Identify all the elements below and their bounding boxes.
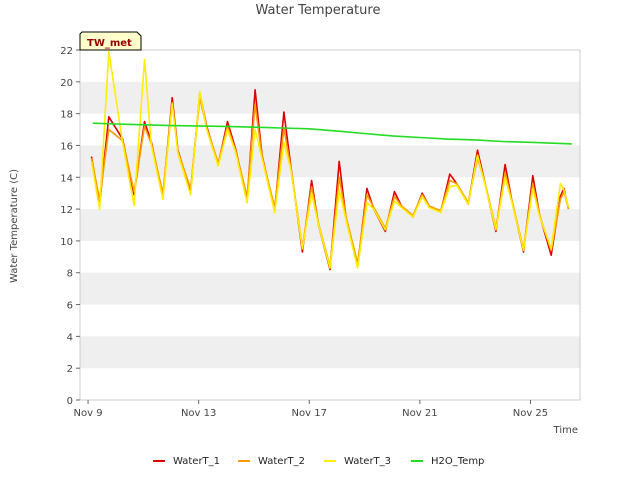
grid-band	[80, 81, 580, 114]
site-tag-box	[79, 31, 142, 51]
y-tick-label: 22	[60, 46, 73, 57]
legend-label-watert-1: WaterT_1	[173, 456, 220, 467]
y-tick-label: 0	[67, 396, 73, 407]
legend-label-watert-3: WaterT_3	[344, 456, 391, 467]
y-axis-label: Water Temperature (C)	[9, 169, 20, 283]
site-tag: TW_met	[79, 31, 142, 51]
y-tick-label: 18	[60, 110, 73, 121]
legend-label-h2o-temp: H2O_Temp	[431, 456, 484, 467]
legend: WaterT_1 WaterT_2 WaterT_3 H2O_Temp	[153, 456, 484, 467]
plot-frame	[79, 49, 581, 401]
y-tick-label: 14	[60, 173, 73, 184]
y-tick-label: 2	[67, 364, 73, 375]
site-tag-label: TW_met	[87, 38, 132, 49]
legend-label-watert-2: WaterT_2	[258, 456, 305, 467]
series-line-watert-3	[90, 50, 570, 269]
grid-band	[80, 209, 580, 241]
x-axis: Nov 9 Nov 13 Nov 17 Nov 21 Nov 25	[74, 400, 548, 419]
series-line-h2o-temp	[92, 122, 572, 145]
grid-band	[80, 272, 580, 305]
x-tick-label: Nov 13	[181, 408, 216, 419]
grid-band	[80, 145, 580, 178]
grid-band	[80, 336, 580, 369]
y-tick-label: 20	[60, 78, 73, 89]
y-tick-label: 6	[67, 301, 73, 312]
series-lines	[90, 50, 572, 271]
chart-title: Water Temperature	[256, 3, 381, 18]
y-tick-label: 10	[60, 237, 73, 248]
plot-background	[80, 50, 580, 400]
x-tick-label: Nov 9	[74, 408, 103, 419]
y-tick-label: 16	[60, 141, 73, 152]
x-tick-label: Nov 21	[402, 408, 437, 419]
x-axis-label: Time	[553, 425, 578, 436]
y-axis: 0 2 4 6 8 10 12 14 16 18 20 22	[60, 46, 80, 407]
y-tick-label: 12	[60, 205, 73, 216]
y-tick-label: 4	[67, 332, 73, 343]
x-tick-label: Nov 17	[292, 408, 327, 419]
x-tick-label: Nov 25	[513, 408, 548, 419]
y-tick-label: 8	[67, 269, 73, 280]
